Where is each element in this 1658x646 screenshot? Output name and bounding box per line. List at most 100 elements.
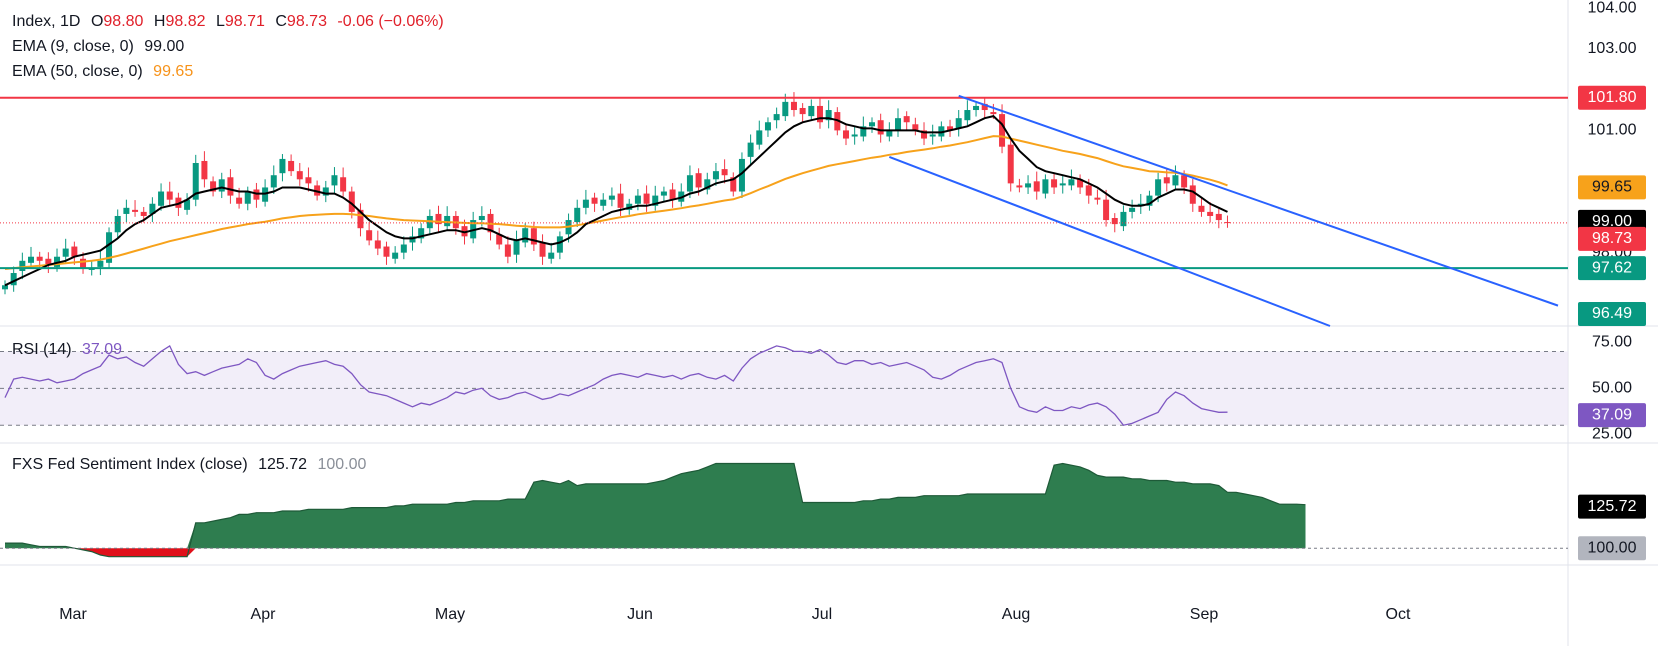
candle [97, 251, 104, 276]
candle [270, 165, 277, 194]
candle-body [36, 256, 43, 261]
ema50-legend: EMA (50, close, 0) 99.65 [12, 63, 199, 81]
candle-body [973, 105, 980, 111]
candle [964, 100, 971, 126]
candle [400, 236, 407, 260]
candle-body [210, 181, 217, 192]
time-tick-label: Jul [812, 606, 832, 623]
candle-body [1189, 185, 1196, 204]
candle-body [1016, 185, 1023, 188]
candle [747, 134, 754, 166]
time-tick-label: Apr [251, 606, 277, 623]
candle [418, 223, 425, 244]
price-pane [0, 92, 1568, 327]
candle-body [921, 130, 928, 139]
ema50-badge-label: 99.65 [1592, 179, 1632, 196]
last-price-badge-bg [1578, 226, 1646, 251]
channel-badge: 96.49 [1578, 302, 1646, 326]
candle [799, 103, 806, 123]
candle-body [1198, 205, 1205, 212]
candle-body [669, 189, 676, 200]
candle-body [513, 240, 520, 255]
candle-body [114, 215, 121, 233]
candle-body [236, 197, 243, 204]
candle [392, 246, 399, 264]
candle [1111, 213, 1118, 233]
candle-body [712, 171, 719, 180]
candle-body [704, 179, 711, 190]
candle [123, 199, 130, 223]
rsi-legend: RSI (14) 37.09 [12, 341, 128, 359]
candle-body [166, 191, 173, 200]
candle [522, 223, 529, 248]
candle [305, 167, 312, 192]
symbol-label: Index, 1D [12, 13, 81, 30]
support-badge: 97.62 [1578, 256, 1646, 281]
fxs-line [5, 462, 1306, 558]
candle-body [478, 215, 485, 221]
candle-body [357, 209, 364, 229]
candle-body [1207, 211, 1214, 216]
candle [444, 206, 451, 232]
price-tick-label: 104.00 [1588, 0, 1637, 16]
candle [704, 172, 711, 195]
channel-badge-bg [1578, 302, 1646, 326]
candle [71, 241, 78, 265]
candle-body [218, 179, 225, 192]
candle-body [435, 213, 442, 225]
candle-body [816, 105, 823, 123]
candle-body [1051, 179, 1058, 188]
price-axis: 104.00103.00101.0098.00101.8099.6599.009… [1578, 0, 1646, 561]
candle-body [1025, 183, 1032, 188]
candle-body [1215, 213, 1222, 221]
candle-body [279, 158, 286, 174]
candle-body [80, 258, 87, 269]
candle [548, 242, 555, 264]
candle [106, 227, 113, 268]
fxs-base-value: 100.00 [317, 456, 367, 473]
candle-body [444, 215, 451, 227]
open-value: O98.80 [90, 13, 144, 30]
candle-body [244, 191, 251, 204]
candle [842, 123, 849, 146]
candle [218, 172, 225, 199]
candle [756, 120, 763, 150]
candle [1007, 139, 1014, 192]
candle [1215, 209, 1222, 229]
fxs-area-negative [5, 548, 1306, 557]
candle-body [574, 207, 581, 223]
candle [366, 222, 373, 246]
candle-body [45, 258, 52, 265]
rsi-tick-label: 25.00 [1592, 426, 1632, 443]
candle [166, 181, 173, 207]
candle-body [790, 101, 797, 111]
candle [383, 241, 390, 265]
channel-lower-line [888, 155, 1331, 327]
ema9-value: 99.00 [144, 38, 185, 55]
candle-body [2, 285, 8, 290]
candle-body [305, 177, 312, 184]
candle-body [340, 177, 347, 192]
candle-body [504, 244, 511, 257]
candle [201, 151, 208, 188]
candle [886, 122, 893, 142]
candle [877, 113, 884, 143]
ohlc-legend: Index, 1D O98.80 H98.82 L98.71 C98.73 -0… [12, 13, 450, 31]
candle-body [634, 195, 641, 204]
candle-body [71, 246, 78, 257]
candle [1207, 202, 1214, 223]
fxs-legend: FXS Fed Sentiment Index (close) 125.72 1… [12, 456, 372, 474]
candle [331, 167, 338, 194]
candle [712, 163, 719, 186]
candle [357, 203, 364, 237]
ema50-badge: 99.65 [1578, 175, 1646, 200]
rsi-value: 37.09 [82, 341, 123, 358]
candle [999, 104, 1006, 154]
high-value: H98.82 [153, 13, 206, 30]
rsi-badge-label: 37.09 [1592, 406, 1632, 423]
candle-body [617, 193, 624, 208]
candle [45, 252, 52, 274]
candle [825, 100, 832, 129]
candle [1198, 197, 1205, 217]
